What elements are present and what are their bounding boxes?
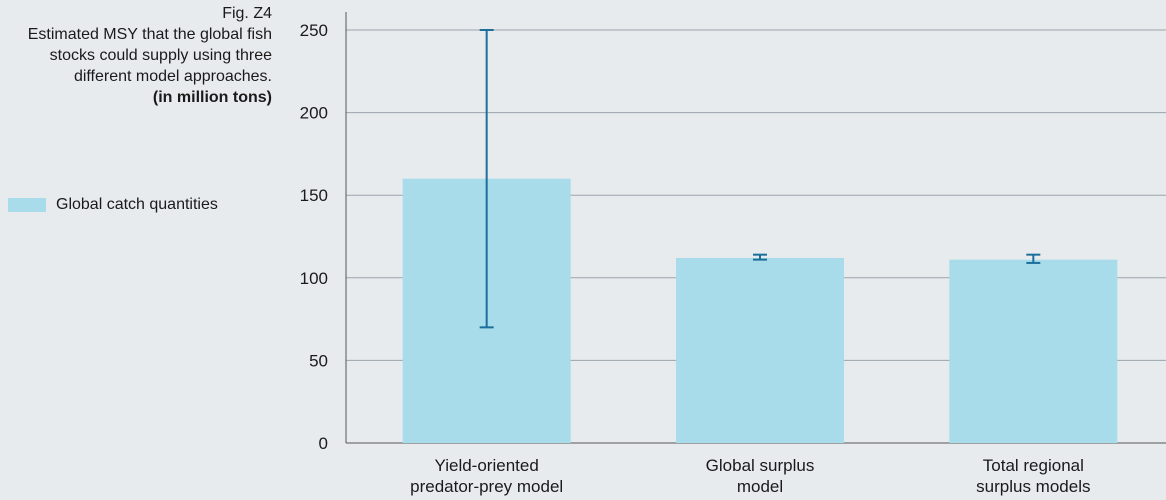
y-tick-label: 100 xyxy=(300,269,328,288)
legend-swatch xyxy=(8,198,46,212)
y-tick-label: 150 xyxy=(300,186,328,205)
chart-description: Estimated MSY that the global fish stock… xyxy=(27,26,272,85)
bar xyxy=(949,259,1118,443)
y-tick-label: 50 xyxy=(309,351,328,370)
x-tick-label: surplus models xyxy=(976,477,1090,496)
figure-number: Fig. Z4 xyxy=(222,5,272,22)
y-tick-label: 250 xyxy=(300,21,328,40)
x-tick-label: predator-prey model xyxy=(410,477,563,496)
y-tick-label: 200 xyxy=(300,104,328,123)
x-tick-label: Yield-oriented xyxy=(435,456,539,475)
x-tick-label: Global surplus xyxy=(706,456,815,475)
legend: Global catch quantities xyxy=(8,196,218,214)
unit-label: (in million tons) xyxy=(152,89,272,106)
bar xyxy=(676,257,844,443)
y-tick-label: 0 xyxy=(319,434,328,453)
x-tick-label: model xyxy=(737,477,783,496)
legend-label: Global catch quantities xyxy=(56,196,218,213)
x-tick-label: Total regional xyxy=(983,456,1084,475)
chart-caption: Fig. Z4 Estimated MSY that the global fi… xyxy=(0,0,272,108)
